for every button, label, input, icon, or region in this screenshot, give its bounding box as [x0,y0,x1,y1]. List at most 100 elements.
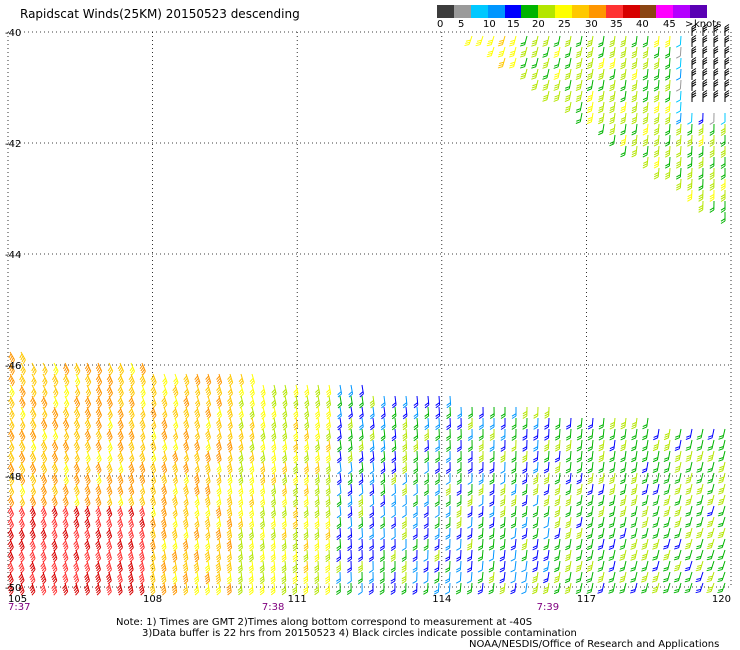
wind-barb [509,35,517,47]
wind-barb [520,57,528,69]
barb-stroke [499,538,506,551]
wind-barb [53,395,59,409]
barb-stroke [259,549,265,563]
barb-stroke [684,560,693,572]
wind-barb [281,472,288,486]
wind-barb [358,472,364,486]
wind-barb [19,373,26,387]
barb-stroke [358,494,364,508]
wind-barb [402,450,408,464]
wind-barb [489,439,495,452]
wind-barb [51,571,58,585]
wind-barb [489,472,495,485]
barb-stroke [674,428,682,440]
barb-stroke [587,439,594,452]
wind-barb [237,516,244,530]
barb-stroke [205,527,211,541]
wind-barb [675,123,682,136]
barb-stroke [150,494,156,508]
barb-stroke [292,560,298,574]
wind-barb [84,483,91,497]
barb-stroke [161,417,168,431]
barb-stroke [510,516,517,529]
wind-barb [696,472,704,484]
barb-stroke [303,461,309,475]
barb-stroke [358,439,364,453]
wind-barb [336,439,342,453]
barb-stroke [183,406,190,420]
wind-barb [532,582,539,595]
barb-stroke [653,428,660,441]
barb-stroke [497,57,506,69]
note-line-1: Note: 1) Times are GMT 2)Times along bot… [116,617,533,628]
barb-stroke [543,494,550,507]
barb-stroke [182,461,189,475]
wind-barb [691,90,697,102]
barb-stroke [325,439,331,453]
barb-stroke [565,505,572,518]
barb-stroke [598,450,605,463]
wind-barb [51,527,58,541]
barb-stroke [412,505,418,518]
wind-barb [237,582,243,596]
barb-stroke [521,582,528,595]
barb-stroke [390,538,396,551]
wind-barb [445,450,451,463]
wind-barb [260,395,266,409]
wind-barb [664,145,671,158]
barb-stroke [673,549,682,561]
wind-barb [532,494,539,507]
barb-stroke [84,494,91,508]
barb-stroke [675,68,682,81]
wind-barb [664,57,671,70]
barb-stroke [456,505,462,518]
wind-barb [150,450,157,464]
barb-stroke [336,549,341,563]
wind-barb [457,406,462,420]
wind-barb [260,450,266,464]
barb-stroke [172,516,178,530]
barb-stroke [520,35,528,47]
barb-stroke [478,406,484,419]
barb-stroke [226,461,233,475]
wind-barb [674,450,682,462]
barb-stroke [565,483,572,496]
barb-stroke [129,362,135,376]
barb-stroke [684,538,693,550]
barb-stroke [718,450,726,462]
wind-barb [40,571,47,585]
wind-barb [63,384,70,398]
wind-barb [325,395,332,409]
wind-barb [380,494,385,508]
wind-barb [413,439,419,453]
barb-stroke [522,439,528,452]
barb-stroke [685,472,693,484]
barb-stroke [62,417,70,431]
wind-barb [282,439,288,453]
barb-stroke [62,373,70,387]
barb-stroke [282,406,288,420]
barb-stroke [140,384,146,398]
barb-stroke [641,560,649,572]
barb-stroke [18,472,26,486]
barb-stroke [8,472,15,486]
wind-barb [84,362,92,376]
barb-stroke [652,527,660,539]
wind-barb [41,428,48,442]
barb-stroke [402,494,407,508]
barb-stroke [576,516,583,529]
barb-stroke [271,395,277,409]
barb-stroke [554,516,561,529]
wind-barb [138,582,145,596]
wind-barb [117,406,124,420]
barb-stroke [161,439,168,453]
barb-stroke [575,549,583,562]
wind-barb [446,417,451,431]
wind-barb [641,549,649,561]
barb-stroke [51,406,59,420]
wind-barb [84,527,91,541]
wind-barb [182,483,189,497]
wind-barb [543,461,550,474]
barb-stroke [282,417,288,431]
wind-barb [63,428,70,442]
